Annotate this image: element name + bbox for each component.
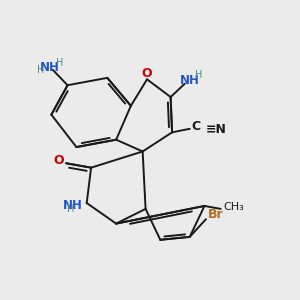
Text: H: H	[38, 65, 45, 76]
Text: NH: NH	[62, 200, 82, 212]
Text: C: C	[191, 120, 200, 133]
Text: H: H	[195, 70, 202, 80]
Text: Br: Br	[207, 208, 223, 221]
Text: H: H	[67, 204, 74, 214]
Text: H: H	[56, 58, 63, 68]
Text: ≡N: ≡N	[206, 123, 227, 136]
Text: O: O	[142, 67, 152, 80]
Text: NH: NH	[40, 61, 60, 74]
Text: NH: NH	[180, 74, 200, 87]
Text: O: O	[53, 154, 64, 167]
Text: CH₃: CH₃	[224, 202, 244, 212]
